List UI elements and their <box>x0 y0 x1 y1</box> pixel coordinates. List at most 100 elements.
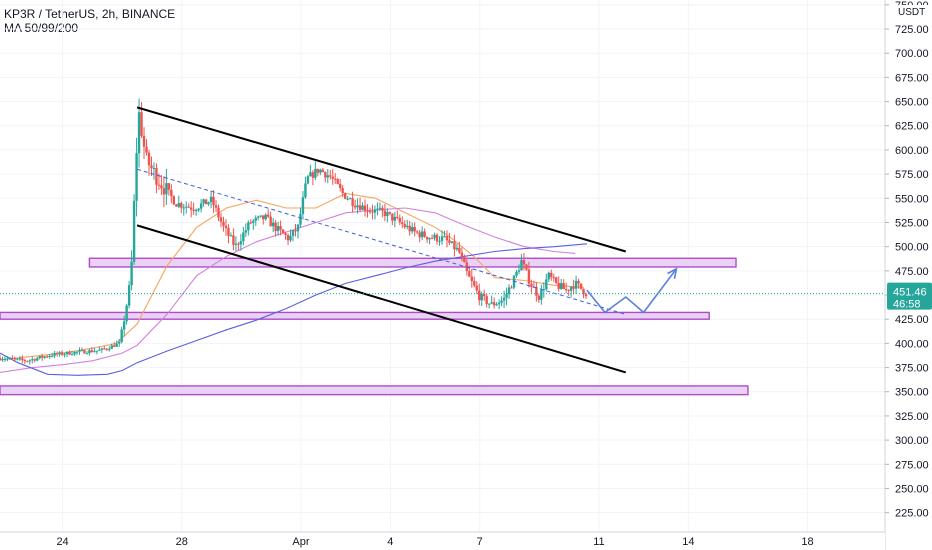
candle <box>98 346 101 351</box>
candle <box>492 297 496 309</box>
candle-body <box>43 356 46 358</box>
candle <box>579 283 583 290</box>
candle <box>239 234 243 251</box>
candle-body <box>341 188 344 194</box>
candle <box>490 295 493 305</box>
candle-body <box>11 357 14 359</box>
candle <box>50 352 54 358</box>
candle <box>386 208 389 223</box>
candle-body <box>448 240 451 243</box>
price-tick-label: 425.00 <box>895 314 929 326</box>
candle-body <box>130 261 133 286</box>
price-tick-label: 600.00 <box>895 145 929 157</box>
candle <box>175 203 178 207</box>
candle-body <box>331 176 334 179</box>
candle-body <box>120 329 123 342</box>
candle-body <box>122 321 126 330</box>
candle-body <box>406 225 409 228</box>
candle <box>376 202 379 216</box>
candle-body <box>150 165 153 169</box>
candle <box>155 163 158 194</box>
candle <box>70 350 74 356</box>
candle <box>147 150 151 176</box>
candle-body <box>204 199 208 205</box>
candle <box>522 252 526 271</box>
candle-body <box>284 233 287 236</box>
candle <box>122 315 126 337</box>
candle-body <box>276 226 280 232</box>
candle <box>572 279 575 295</box>
candle <box>455 243 459 252</box>
candle-body <box>182 207 185 209</box>
candle-body <box>18 358 22 360</box>
price-tick-label: 500.00 <box>895 242 929 254</box>
candle-body <box>244 230 248 233</box>
candle <box>212 190 215 213</box>
trend-channel <box>136 106 627 374</box>
candle-body <box>113 345 116 347</box>
candle-body <box>0 357 2 360</box>
candle-body <box>458 247 461 253</box>
price-axis[interactable]: 225.00 250.00 275.00 300.00 325.00 350.00 375.… <box>884 0 932 550</box>
candle <box>63 352 66 358</box>
candle <box>343 192 347 200</box>
candle <box>274 220 277 237</box>
candle-body <box>450 241 454 243</box>
candle <box>199 199 203 213</box>
candle-body <box>175 204 178 207</box>
candle-body <box>237 243 240 245</box>
candle <box>530 279 533 294</box>
candle-body <box>480 294 483 301</box>
candle <box>547 271 550 283</box>
time-axis[interactable]: 24 28 Apr 4 7 11 14 18 <box>0 531 885 550</box>
ma-indicator-legend[interactable]: MA 50/99/200 <box>4 21 79 35</box>
price-tick-label: 475.00 <box>895 266 929 278</box>
candle <box>485 294 488 308</box>
candle <box>309 164 312 177</box>
candle-body <box>177 203 180 207</box>
candle-body <box>194 210 198 212</box>
candle-body <box>361 205 364 210</box>
candle-body <box>557 282 560 289</box>
candle <box>537 293 541 303</box>
candle <box>475 281 478 294</box>
candle-body <box>38 356 41 359</box>
candle <box>162 176 166 208</box>
candle-body <box>78 350 81 352</box>
candle-body <box>343 193 347 199</box>
candle <box>520 254 523 271</box>
candle-body <box>515 271 518 276</box>
candle <box>185 201 188 214</box>
candle <box>180 201 183 214</box>
candle-body <box>58 352 61 355</box>
projection-arrowhead <box>667 267 678 279</box>
candle-body <box>83 350 86 354</box>
candle <box>450 241 454 244</box>
candle-body <box>185 206 188 208</box>
candle-body <box>445 236 449 241</box>
candle <box>150 156 153 177</box>
candle-body <box>271 222 275 227</box>
candle-body <box>234 243 238 245</box>
candle <box>527 261 531 288</box>
candle-body <box>383 210 387 217</box>
candle <box>582 288 585 299</box>
ma-line-ma-50 <box>0 192 585 361</box>
candle <box>542 282 546 298</box>
candle-body <box>45 356 49 358</box>
time-tick-label: 14 <box>682 536 694 548</box>
candle <box>85 351 89 355</box>
candle-body <box>353 205 357 208</box>
candle-body <box>28 360 31 362</box>
candle-body <box>157 184 161 186</box>
candle <box>165 168 168 206</box>
candle-body <box>550 272 553 278</box>
candle-body <box>1 359 4 361</box>
candle <box>177 195 180 209</box>
candle-body <box>229 235 233 237</box>
candle-body <box>356 205 359 208</box>
candle <box>217 204 220 222</box>
candle <box>574 275 578 295</box>
candle-body <box>373 209 377 213</box>
